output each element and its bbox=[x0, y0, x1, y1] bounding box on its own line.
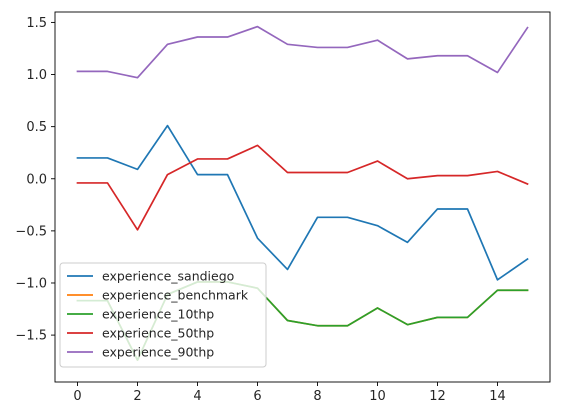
y-tick-label: 0.5 bbox=[26, 120, 47, 135]
x-tick-label: 6 bbox=[253, 389, 261, 404]
legend-label: experience_sandiego bbox=[102, 269, 234, 284]
axes-layer: 0 2 4 6 8 10 12 14 −1.5 −1.0 −0.5 0.0 0.5 1.0 1.5 bbox=[15, 11, 551, 404]
y-tick-label: 1.0 bbox=[26, 68, 47, 83]
x-tick-label: 12 bbox=[429, 389, 446, 404]
x-tick-label: 10 bbox=[369, 389, 386, 404]
legend: experience_sandiego experience_benchmarke… bbox=[59, 262, 267, 368]
legend-box bbox=[59, 262, 267, 368]
x-tick-label: 0 bbox=[73, 389, 81, 404]
y-tick-label: 1.5 bbox=[26, 16, 47, 31]
legend-label: experience_10thp bbox=[102, 307, 214, 322]
x-tick-label: 2 bbox=[133, 389, 141, 404]
y-tick-label: −0.5 bbox=[15, 224, 47, 239]
legend-label: experience_50thp bbox=[102, 326, 214, 341]
y-tick-label: −1.5 bbox=[15, 329, 47, 344]
series-line-0 bbox=[76, 124, 529, 281]
y-tick-label: −1.0 bbox=[15, 276, 47, 291]
y-tick-label: 0.0 bbox=[26, 172, 47, 187]
x-tick-label: 14 bbox=[489, 389, 506, 404]
x-tick-label: 4 bbox=[193, 389, 201, 404]
series-line-3 bbox=[76, 144, 529, 231]
series-line-4 bbox=[76, 25, 529, 79]
legend-label: experience_90thp bbox=[102, 345, 214, 360]
x-tick-label: 8 bbox=[313, 389, 321, 404]
plot-frame bbox=[54, 11, 551, 383]
legend-label: experience_benchmark bbox=[102, 288, 249, 303]
